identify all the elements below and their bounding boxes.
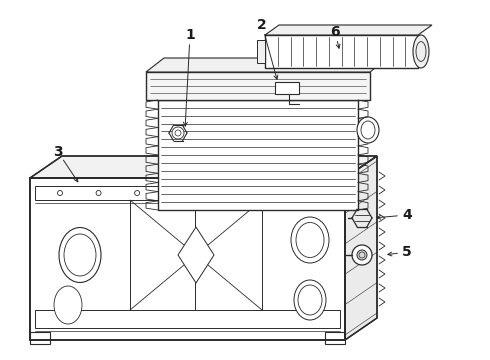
Polygon shape (275, 82, 299, 94)
Text: 2: 2 (257, 18, 267, 32)
Ellipse shape (413, 35, 429, 68)
Polygon shape (146, 72, 370, 100)
Ellipse shape (172, 127, 184, 139)
Ellipse shape (59, 228, 101, 283)
Ellipse shape (294, 280, 326, 320)
Polygon shape (158, 100, 358, 210)
Polygon shape (257, 40, 265, 63)
Text: 4: 4 (402, 208, 412, 222)
Text: 5: 5 (402, 245, 412, 259)
Polygon shape (30, 156, 377, 178)
Text: 3: 3 (53, 145, 63, 159)
Ellipse shape (357, 117, 379, 143)
Polygon shape (265, 35, 418, 68)
Ellipse shape (54, 286, 82, 324)
Polygon shape (265, 25, 432, 35)
Text: 6: 6 (330, 25, 340, 39)
Polygon shape (146, 58, 388, 72)
Ellipse shape (291, 217, 329, 263)
Polygon shape (178, 227, 214, 283)
Ellipse shape (357, 250, 367, 260)
Polygon shape (345, 156, 377, 340)
Polygon shape (30, 178, 345, 340)
Ellipse shape (352, 245, 372, 265)
Text: 1: 1 (185, 28, 195, 42)
